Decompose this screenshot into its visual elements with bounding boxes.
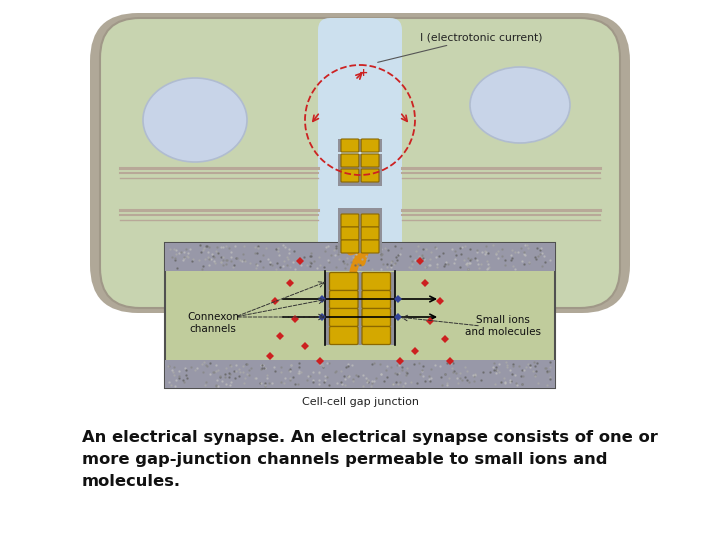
Text: more gap-junction channels permeable to small ions and: more gap-junction channels permeable to … (82, 452, 608, 467)
FancyBboxPatch shape (330, 291, 358, 308)
FancyBboxPatch shape (341, 227, 359, 240)
Ellipse shape (470, 67, 570, 143)
Bar (165, 360, 555, 388)
Text: +: + (359, 68, 368, 78)
Text: Small ions
and molecules: Small ions and molecules (465, 315, 541, 337)
FancyBboxPatch shape (100, 18, 620, 308)
Bar (165, 243, 555, 271)
Bar (338, 208, 382, 228)
FancyBboxPatch shape (318, 18, 402, 308)
Text: An electrical synapse. An electrical synapse consists of one or: An electrical synapse. An electrical syn… (82, 430, 658, 445)
FancyBboxPatch shape (330, 327, 358, 345)
Text: Cell-cell gap junction: Cell-cell gap junction (302, 397, 418, 407)
Bar (325, 290, 395, 309)
Bar (338, 240, 382, 253)
Bar (165, 243, 555, 388)
FancyBboxPatch shape (361, 139, 379, 152)
Bar (338, 139, 382, 152)
FancyBboxPatch shape (341, 154, 359, 167)
FancyBboxPatch shape (330, 273, 358, 291)
FancyBboxPatch shape (341, 214, 359, 227)
FancyBboxPatch shape (361, 169, 379, 182)
FancyBboxPatch shape (330, 308, 358, 327)
FancyBboxPatch shape (362, 327, 390, 345)
FancyBboxPatch shape (362, 308, 390, 327)
Bar (338, 154, 382, 167)
FancyBboxPatch shape (341, 169, 359, 182)
Bar (325, 326, 395, 345)
FancyBboxPatch shape (361, 214, 379, 227)
FancyBboxPatch shape (361, 240, 379, 253)
Bar (338, 214, 382, 227)
Bar (325, 308, 395, 327)
FancyBboxPatch shape (362, 273, 390, 291)
Text: molecules.: molecules. (82, 474, 181, 489)
Text: I (electrotonic current): I (electrotonic current) (378, 32, 542, 62)
Bar (338, 227, 382, 240)
Text: Connexon
channels: Connexon channels (187, 312, 239, 334)
FancyBboxPatch shape (90, 13, 630, 313)
FancyBboxPatch shape (341, 139, 359, 152)
FancyBboxPatch shape (362, 291, 390, 308)
Bar (325, 272, 395, 291)
FancyBboxPatch shape (361, 154, 379, 167)
FancyBboxPatch shape (341, 240, 359, 253)
Bar (338, 169, 382, 182)
Ellipse shape (143, 78, 247, 162)
FancyBboxPatch shape (361, 227, 379, 240)
Bar (338, 166, 382, 186)
